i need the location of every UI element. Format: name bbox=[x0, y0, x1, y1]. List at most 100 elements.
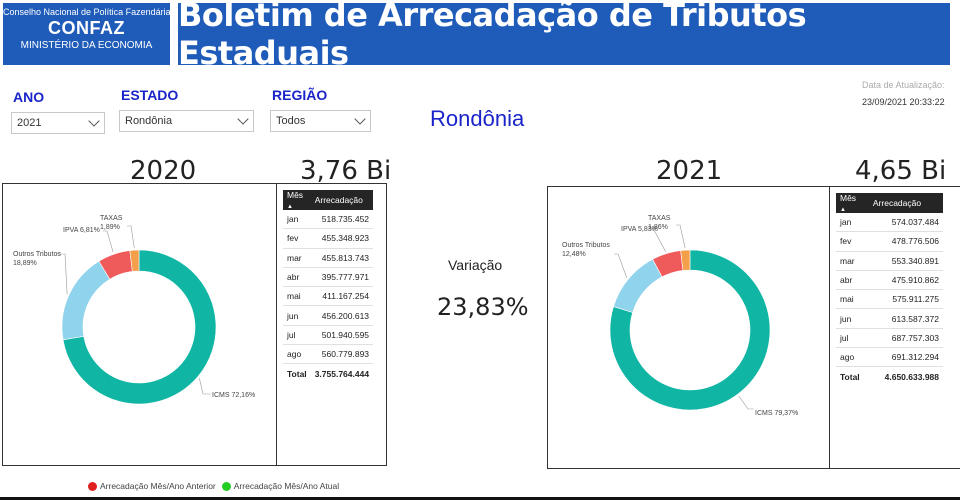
right-table-panel: Mês ▲ Arrecadação jan 574.037.484 fev 478.77… bbox=[829, 186, 960, 469]
value-cell: 575.911.275 bbox=[868, 289, 943, 310]
slice-label: IPVA 5,83% bbox=[621, 226, 658, 233]
year-filter-label: ANO bbox=[13, 89, 45, 105]
donut-slice-icms[interactable] bbox=[609, 249, 771, 411]
month-cell: jul bbox=[283, 325, 311, 346]
state-filter-label: ESTADO bbox=[121, 87, 179, 103]
month-cell: jun bbox=[836, 308, 869, 329]
donut-slice-taxas[interactable] bbox=[680, 249, 691, 271]
table-row[interactable]: jun 456.200.613 bbox=[283, 305, 374, 326]
month-cell: mai bbox=[283, 286, 311, 307]
month-cell: mar bbox=[836, 251, 869, 271]
value-cell: 395.777.971 bbox=[310, 267, 374, 288]
chevron-down-icon bbox=[237, 113, 249, 125]
value-cell: 613.587.372 bbox=[868, 308, 943, 329]
slice-label: TAXAS 1,89% bbox=[100, 215, 123, 231]
table-row[interactable]: jul 501.940.595 bbox=[283, 325, 374, 346]
region-select[interactable]: Todos bbox=[270, 110, 371, 132]
leader-line bbox=[614, 253, 628, 278]
month-cell: abr bbox=[836, 270, 869, 291]
left-month-table: Mês ▲ Arrecadação jan 518.735.452 fev 455.34… bbox=[283, 190, 374, 383]
year-select-value: 2021 bbox=[17, 117, 42, 129]
value-cell: 455.813.743 bbox=[310, 248, 374, 268]
donut-slice-taxas[interactable] bbox=[129, 249, 140, 272]
slice-label: Outros Tributos 12,48% bbox=[562, 242, 610, 258]
legend-current-label: Arrecadação Mês/Ano Atual bbox=[233, 481, 340, 491]
total-label: Total bbox=[836, 366, 869, 386]
selected-region-title: Rondônia bbox=[430, 106, 525, 131]
region-filter-label: REGIÃO bbox=[272, 87, 328, 103]
month-cell: jul bbox=[836, 328, 869, 349]
donut-slice-outros-tributos[interactable] bbox=[61, 260, 111, 341]
table-row[interactable]: jul 687.757.303 bbox=[836, 328, 943, 349]
state-select-value: Rondônia bbox=[125, 115, 173, 127]
left-total-short: 3,76 Bi bbox=[300, 156, 392, 186]
table-row[interactable]: ago 691.312.294 bbox=[836, 347, 943, 368]
chart-legend: Arrecadação Mês/Ano Anterior Arrecadação… bbox=[88, 481, 339, 491]
value-cell: 455.348.923 bbox=[310, 228, 374, 249]
table-row[interactable]: fev 455.348.923 bbox=[283, 228, 374, 249]
value-cell: 553.340.891 bbox=[868, 251, 943, 271]
council-name: Conselho Nacional de Política Fazendária bbox=[3, 7, 171, 17]
ministry-name: MINISTÉRIO DA ECONOMIA bbox=[20, 40, 153, 51]
table-row[interactable]: mai 411.167.254 bbox=[283, 286, 374, 307]
leader-line bbox=[676, 224, 686, 249]
table-total-row: Total 4.650.633.988 bbox=[836, 366, 943, 386]
legend-previous-dot bbox=[88, 481, 97, 491]
value-cell: 411.167.254 bbox=[310, 286, 374, 307]
month-cell: mai bbox=[836, 289, 869, 310]
slice-label: IPVA 6,81% bbox=[63, 227, 100, 234]
state-select[interactable]: Rondônia bbox=[119, 110, 254, 132]
column-header-month[interactable]: Mês ▲ bbox=[836, 193, 869, 213]
table-row[interactable]: jan 518.735.452 bbox=[283, 210, 374, 230]
legend-current-dot bbox=[221, 481, 231, 491]
value-cell: 691.312.294 bbox=[868, 347, 943, 368]
leader-line bbox=[199, 377, 211, 395]
page-title: Boletim de Arrecadação de Tributos Estad… bbox=[178, 0, 950, 72]
month-cell: jun bbox=[283, 305, 311, 326]
confaz-logo: Conselho Nacional de Política Fazendária… bbox=[3, 3, 171, 65]
month-cell: ago bbox=[283, 344, 311, 365]
slice-label: ICMS 72,16% bbox=[212, 392, 255, 399]
year-select[interactable]: 2021 bbox=[11, 112, 105, 134]
month-cell: jan bbox=[836, 213, 869, 233]
table-row[interactable]: fev 478.776.506 bbox=[836, 231, 943, 252]
table-row[interactable]: mai 575.911.275 bbox=[836, 289, 943, 310]
update-date-value: 23/09/2021 20:33:22 bbox=[862, 97, 945, 107]
leader-line bbox=[650, 229, 666, 252]
table-row[interactable]: ago 560.779.893 bbox=[283, 344, 374, 365]
slice-label: Outros Tributos 18,89% bbox=[13, 251, 61, 267]
total-value: 3.755.764.444 bbox=[310, 363, 374, 383]
month-cell: fev bbox=[836, 231, 869, 252]
value-cell: 518.735.452 bbox=[310, 210, 374, 230]
slice-label: ICMS 79,37% bbox=[755, 410, 798, 417]
table-row[interactable]: abr 395.777.971 bbox=[283, 267, 374, 288]
leader-line bbox=[57, 253, 68, 295]
left-table-panel: Mês ▲ Arrecadação jan 518.735.452 fev 455.34… bbox=[276, 183, 387, 466]
table-row[interactable]: mar 455.813.743 bbox=[283, 248, 374, 268]
variation-value: 23,83% bbox=[437, 293, 529, 321]
org-name: CONFAZ bbox=[48, 18, 125, 38]
table-row[interactable]: jun 613.587.372 bbox=[836, 308, 943, 329]
leader-line bbox=[103, 230, 114, 253]
chevron-down-icon bbox=[354, 113, 366, 125]
donut-slice-icms[interactable] bbox=[62, 249, 217, 405]
chevron-down-icon bbox=[88, 115, 100, 127]
table-row[interactable]: jan 574.037.484 bbox=[836, 213, 943, 233]
region-select-value: Todos bbox=[276, 115, 306, 127]
legend-previous-label: Arrecadação Mês/Ano Anterior bbox=[100, 481, 216, 491]
value-cell: 687.757.303 bbox=[868, 328, 943, 349]
donut-slice-outros-tributos[interactable] bbox=[613, 258, 663, 313]
value-cell: 574.037.484 bbox=[868, 213, 943, 233]
bottom-border bbox=[0, 497, 960, 500]
table-row[interactable]: abr 475.910.862 bbox=[836, 270, 943, 291]
month-cell: ago bbox=[836, 347, 869, 368]
value-cell: 560.779.893 bbox=[310, 344, 374, 365]
value-cell: 456.200.613 bbox=[310, 305, 374, 326]
table-row[interactable]: mar 553.340.891 bbox=[836, 251, 943, 271]
column-header-value[interactable]: Arrecadação bbox=[310, 190, 374, 210]
value-cell: 478.776.506 bbox=[868, 231, 943, 252]
column-header-value[interactable]: Arrecadação bbox=[868, 193, 943, 213]
column-header-month[interactable]: Mês ▲ bbox=[283, 190, 311, 210]
month-cell: jan bbox=[283, 210, 311, 230]
left-donut-chart: ICMS 72,16% Outros Tributos 18,89% IPVA 6,8… bbox=[13, 215, 255, 405]
